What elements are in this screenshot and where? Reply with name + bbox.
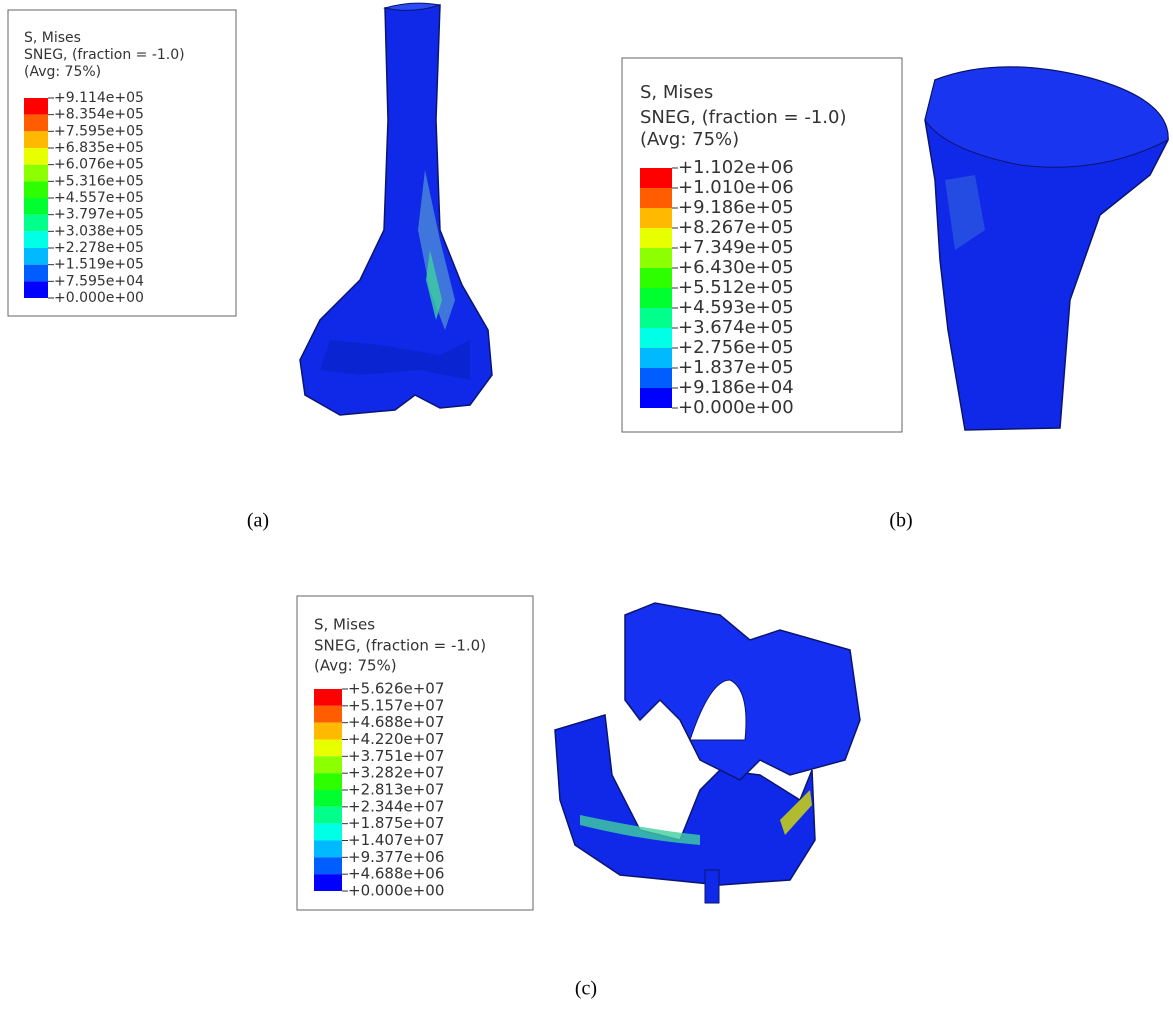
legend-label: +2.278e+05: [54, 240, 144, 256]
color-band: [640, 368, 672, 388]
color-band: [640, 208, 672, 228]
legend-label: +2.756e+05: [678, 337, 794, 358]
legend-label: +0.000e+00: [54, 290, 144, 306]
legend-label: +3.751e+07: [348, 747, 444, 765]
legend-label: +3.797e+05: [54, 207, 144, 223]
legend-label: +1.875e+07: [348, 814, 444, 832]
legend-label: +4.593e+05: [678, 297, 794, 318]
color-band: [640, 268, 672, 288]
color-band: [24, 165, 48, 182]
legend-label: +4.220e+07: [348, 730, 444, 748]
color-band: [24, 115, 48, 132]
color-band: [640, 248, 672, 268]
color-band: [314, 689, 342, 706]
legend-label: +1.519e+05: [54, 257, 144, 273]
legend-title: (Avg: 75%): [24, 64, 101, 80]
color-band: [314, 723, 342, 740]
legend-title: SNEG, (fraction = -1.0): [24, 47, 185, 63]
color-band: [24, 198, 48, 215]
legend-label: +6.430e+05: [678, 257, 794, 278]
legend-label: +6.835e+05: [54, 140, 144, 156]
color-band: [314, 756, 342, 773]
color-band: [24, 231, 48, 248]
legend-title: SNEG, (fraction = -1.0): [640, 107, 847, 128]
legend-label: +5.512e+05: [678, 277, 794, 298]
legend-label: +7.595e+04: [54, 273, 144, 289]
color-band: [640, 188, 672, 208]
legend-title: (Avg: 75%): [640, 129, 739, 150]
legend-label: +1.010e+06: [678, 177, 794, 198]
legend-label: +2.344e+07: [348, 797, 444, 815]
color-band: [314, 740, 342, 757]
legend-title: S, Mises: [314, 616, 375, 634]
legend-label: +4.688e+06: [348, 865, 444, 883]
figure: S, MisesSNEG, (fraction = -1.0)(Avg: 75%…: [0, 0, 1173, 1028]
legend-label: +1.837e+05: [678, 357, 794, 378]
legend-label: +5.316e+05: [54, 173, 144, 189]
legend-label: +7.349e+05: [678, 237, 794, 258]
legend-label: +6.076e+05: [54, 157, 144, 173]
legend-label: +0.000e+00: [678, 397, 794, 418]
color-band: [314, 790, 342, 807]
color-band: [24, 148, 48, 165]
legend: S, Mises SNEG, (fraction = -1.0)(Avg: 75%…: [622, 58, 902, 432]
panel-caption: (c): [575, 978, 597, 1000]
color-band: [24, 265, 48, 282]
color-band: [314, 841, 342, 858]
legend-label: +3.038e+05: [54, 223, 144, 239]
legend-label: +5.157e+07: [348, 696, 444, 714]
legend-label: +9.186e+05: [678, 197, 794, 218]
legend-label: +4.557e+05: [54, 190, 144, 206]
legend-title: S, Mises: [640, 82, 713, 103]
color-band: [24, 131, 48, 148]
color-band: [314, 706, 342, 723]
implant-model: [555, 603, 860, 903]
color-band: [314, 807, 342, 824]
legend-label: +3.674e+05: [678, 317, 794, 338]
legend-title: S, Mises: [24, 30, 81, 46]
legend-label: +5.626e+07: [348, 680, 444, 698]
color-band: [640, 228, 672, 248]
color-band: [314, 874, 342, 891]
color-band: [314, 857, 342, 874]
femur-model: [300, 3, 492, 415]
legend-label: +4.688e+07: [348, 713, 444, 731]
legend-label: +1.407e+07: [348, 831, 444, 849]
panel-caption: (a): [247, 510, 269, 532]
color-band: [24, 248, 48, 265]
color-band: [640, 168, 672, 188]
legend: S, Mises SNEG, (fraction = -1.0) (Avg: 75%…: [297, 596, 533, 910]
legend-label: +2.813e+07: [348, 781, 444, 799]
panel-caption: (b): [889, 510, 912, 532]
color-band: [24, 215, 48, 232]
legend-title: (Avg: 75%): [314, 657, 397, 675]
color-band: [314, 773, 342, 790]
legend-label: +8.267e+05: [678, 217, 794, 238]
color-band: [314, 824, 342, 841]
color-band: [640, 388, 672, 408]
legend-label: +8.354e+05: [54, 107, 144, 123]
color-band: [640, 308, 672, 328]
color-band: [24, 281, 48, 298]
tibia-model: [925, 67, 1168, 430]
legend-label: +9.114e+05: [54, 90, 144, 106]
color-band: [640, 348, 672, 368]
legend-title: SNEG, (fraction = -1.0): [314, 637, 486, 655]
legend-label: +1.102e+06: [678, 157, 794, 178]
legend-label: +3.282e+07: [348, 764, 444, 782]
color-band: [24, 98, 48, 115]
color-band: [640, 328, 672, 348]
color-band: [640, 288, 672, 308]
legend-label: +9.186e+04: [678, 377, 794, 398]
legend-label: +9.377e+06: [348, 848, 444, 866]
legend-label: +0.000e+00: [348, 882, 444, 900]
color-band: [24, 181, 48, 198]
legend-label: +7.595e+05: [54, 123, 144, 139]
